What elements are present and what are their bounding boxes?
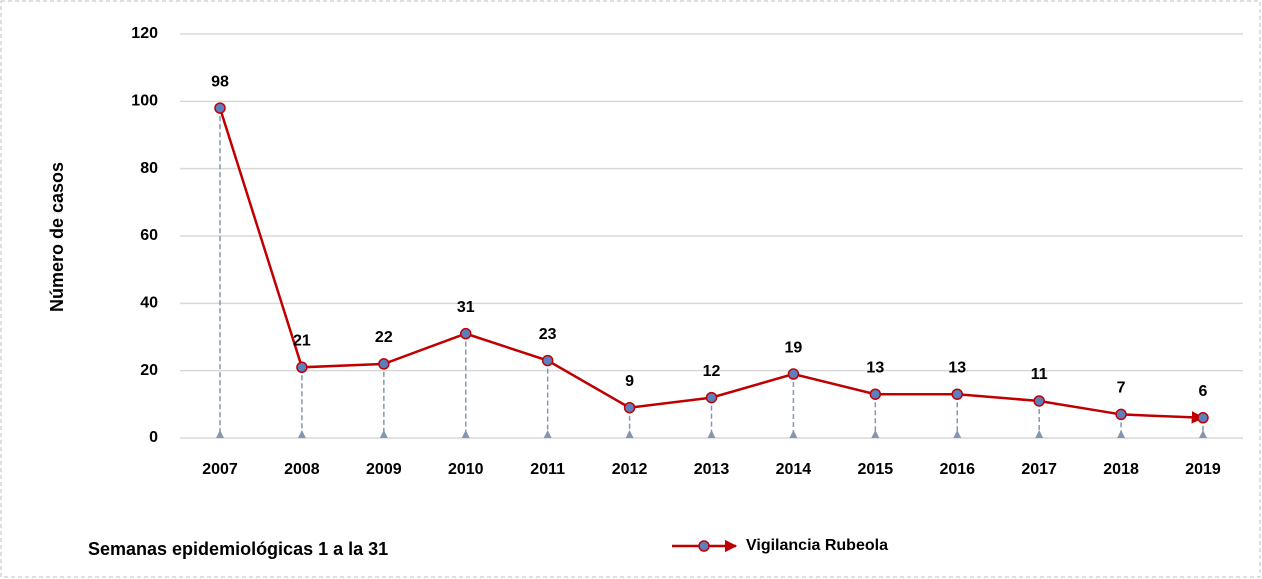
data-label: 23: [539, 326, 557, 343]
drop-line-foot: [871, 430, 880, 438]
x-tick-label: 2016: [939, 461, 975, 478]
drop-line-foot: [543, 430, 552, 438]
legend-marker: [698, 540, 710, 552]
data-label: 21: [293, 333, 311, 350]
drop-line-foot: [953, 430, 962, 438]
point: [623, 401, 636, 414]
drop-line-foot: [1199, 430, 1207, 438]
y-axis-label: Número de casos: [47, 162, 67, 312]
data-label: 13: [866, 359, 884, 376]
drop-line-foot: [379, 430, 388, 438]
data-label: 19: [785, 339, 803, 356]
x-tick-label: 2014: [776, 461, 812, 478]
drop-line-foot: [1117, 430, 1126, 438]
y-tick-label: 0: [149, 429, 158, 446]
point: [1033, 395, 1045, 407]
data-label: 9: [625, 373, 634, 390]
data-label: 13: [948, 359, 966, 376]
point: [869, 388, 882, 400]
data-label: 31: [457, 299, 475, 316]
legend-label: Vigilancia Rubeola: [746, 537, 888, 554]
point: [1115, 408, 1127, 421]
y-tick-label: 100: [131, 93, 158, 110]
x-tick-label: 2011: [530, 461, 565, 478]
y-tick-label: 60: [140, 227, 158, 244]
y-tick-label: 40: [140, 295, 158, 312]
data-label: 12: [703, 363, 721, 380]
x-tick-label: 2009: [366, 461, 402, 478]
point: [460, 327, 472, 340]
data-label: 11: [1031, 366, 1048, 383]
x-tick-label: 2017: [1021, 461, 1057, 478]
point: [951, 388, 963, 400]
point: [541, 354, 554, 367]
drop-line-foot: [707, 430, 716, 438]
drop-line-foot: [216, 430, 224, 438]
point: [214, 102, 226, 114]
point: [1197, 412, 1209, 424]
point: [378, 358, 390, 370]
point: [705, 391, 718, 404]
x-tick-label: 2018: [1103, 461, 1139, 478]
drop-line-foot: [461, 430, 470, 438]
x-axis-label: Semanas epidemiológicas 1 a la 31: [88, 539, 388, 559]
y-tick-label: 120: [131, 25, 158, 42]
y-tick-label: 20: [140, 362, 158, 379]
data-label: 7: [1117, 380, 1126, 397]
drop-line-foot: [297, 430, 306, 438]
x-tick-label: 2015: [858, 461, 894, 478]
x-tick-label: 2007: [202, 461, 238, 478]
x-tick-label: 2010: [448, 461, 484, 478]
x-tick-label: 2019: [1185, 461, 1221, 478]
data-label: 98: [211, 73, 229, 90]
y-tick-label: 80: [140, 160, 158, 177]
drop-line-foot: [1035, 430, 1044, 438]
x-tick-label: 2012: [612, 461, 648, 478]
drop-line-foot: [625, 430, 634, 438]
data-label: 22: [375, 329, 393, 346]
x-tick-label: 2013: [694, 461, 730, 478]
x-tick-label: 2008: [284, 461, 320, 478]
point: [787, 368, 800, 380]
drop-line-foot: [789, 430, 798, 438]
data-label: 6: [1199, 383, 1208, 400]
point: [296, 361, 308, 374]
